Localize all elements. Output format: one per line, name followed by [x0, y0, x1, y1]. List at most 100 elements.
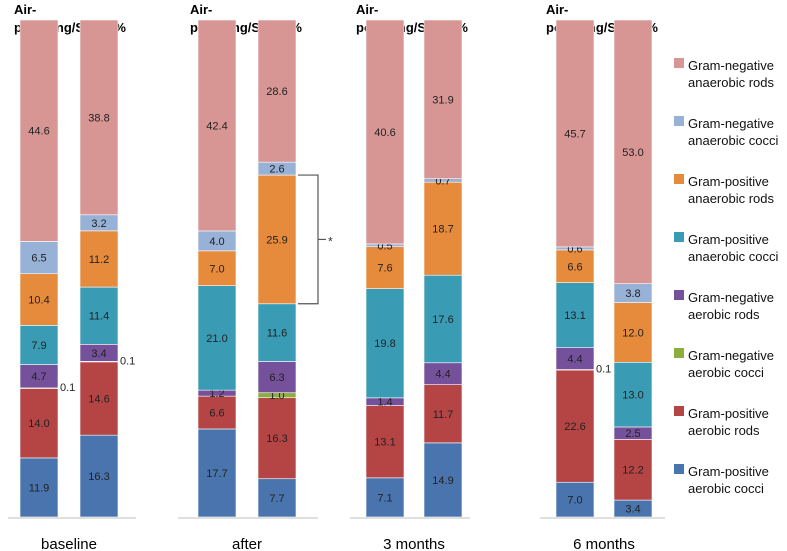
data-label: 28.6 [266, 86, 287, 98]
bar-segment-gram-positive-aerobic-rods [613, 439, 653, 501]
group-3-months: Air-polishing/Sonic %3 months7.113.11.41… [350, 2, 470, 551]
data-label: 6.3 [269, 372, 284, 384]
data-label: 18.7 [432, 224, 453, 236]
category-label: baseline [41, 536, 97, 551]
data-label: 0.1 [120, 355, 135, 367]
bar-segment-gram-positive-anaerobic-cocci [257, 303, 297, 362]
data-label: 44.6 [28, 126, 49, 138]
bar-segment-gram-negative-anaerobic-cocci [19, 241, 59, 275]
data-label: 0.1 [60, 382, 75, 394]
bar-segment-gram-positive-anaerobic-cocci [613, 361, 653, 428]
legend-label: Gram-negative anaerobic cocci [688, 116, 778, 148]
data-label: 17.6 [432, 314, 453, 326]
group-6-months: Air-polishing/Sonic %6 months7.022.60.14… [540, 2, 665, 551]
category-label: 3 months [383, 536, 445, 551]
legend-entry-gram-negative-anaerobic-rods: Gram-negative anaerobic rods [674, 58, 774, 90]
data-label: 21.0 [206, 333, 227, 345]
data-label: 45.7 [564, 128, 585, 140]
bar-segment-gram-positive-aerobic-cocci [19, 457, 59, 518]
legend-swatch [674, 464, 684, 474]
bar-segment-gram-positive-aerobic-rods [423, 384, 463, 444]
legend-swatch [674, 290, 684, 300]
data-label: 4.7 [31, 371, 46, 383]
legend-entry-gram-positive-anaerobic-cocci: Gram-positive anaerobic cocci [674, 232, 778, 264]
legend-label: Gram-positive aerobic rods [688, 406, 769, 438]
legend-entry-gram-negative-aerobic-cocci: Gram-negative aerobic cocci [674, 348, 774, 380]
legend-entry-gram-positive-anaerobic-rods: Gram-positive anaerobic rods [674, 174, 774, 206]
data-label: 0.1 [596, 364, 611, 376]
group-baseline: Air-polishing/Sonic %baseline11.914.00.1… [8, 2, 136, 551]
bar-air-polishing: 7.022.60.14.413.16.60.645.7 [555, 19, 611, 518]
bar-segment-gram-positive-aerobic-cocci [423, 442, 463, 518]
legend-label: Gram-positive anaerobic rods [688, 174, 774, 206]
data-label: 4.4 [567, 354, 582, 366]
data-label: 14.0 [28, 418, 49, 430]
data-label: 16.3 [266, 433, 287, 445]
bar-segment-gram-negative-anaerobic-rods [555, 19, 595, 248]
legend-entry-gram-negative-anaerobic-cocci: Gram-negative anaerobic cocci [674, 116, 778, 148]
significance-marker: * [328, 234, 333, 248]
bar-segment-gram-positive-aerobic-cocci [555, 481, 595, 518]
bar-air-polishing: 11.9 14.0 0.1 4.7 7.9 10.4 6.5 44.6 [19, 19, 75, 518]
data-label: 42.4 [206, 120, 227, 132]
legend-swatch [674, 232, 684, 242]
bar-segment-gram-positive-aerobic-cocci [197, 428, 237, 518]
data-label: 13.0 [622, 390, 643, 402]
bar-segment-gram-negative-anaerobic-rods [613, 19, 653, 284]
bar-air-polishing: 17.7 6.6 1.2 21.0 7.0 4.0 42.4 [197, 19, 237, 518]
group-after: Air-polishing/Sonic %after17.76.61.221.0… [178, 2, 318, 551]
data-label: 11.6 [267, 328, 288, 340]
bar-segment-gram-positive-anaerobic-rods [197, 250, 237, 286]
data-label: 3.4 [625, 504, 640, 516]
legend-label: Gram-negative aerobic rods [688, 290, 774, 322]
significance-bracket [298, 174, 319, 305]
legend-swatch [674, 348, 684, 358]
bar-segment-gram-negative-anaerobic-rods [257, 19, 297, 163]
bar-segment-gram-positive-anaerobic-cocci [365, 288, 405, 399]
data-label: 11.7 [433, 409, 454, 421]
data-label: 40.6 [374, 127, 395, 139]
data-label: 17.7 [206, 468, 227, 480]
data-label: 1.2 [209, 388, 224, 400]
bar-segment-gram-positive-anaerobic-rods [79, 230, 119, 288]
bar-segment-gram-positive-anaerobic-cocci [555, 282, 595, 348]
bar-segment-gram-positive-anaerobic-rods [555, 249, 595, 283]
bar-segment-gram-negative-aerobic-rods [257, 361, 297, 394]
bar-segment-gram-positive-aerobic-rods [79, 361, 119, 436]
bar-segment-gram-negative-anaerobic-rods [197, 19, 237, 232]
legend-entry-gram-negative-aerobic-rods: Gram-negative aerobic rods [674, 290, 774, 322]
legend-label: Gram-negative anaerobic rods [688, 58, 774, 90]
data-label: 7.6 [377, 263, 392, 275]
legend-swatch [674, 174, 684, 184]
data-label: 11.9 [29, 482, 50, 494]
bar-air-polishing: 7.113.11.419.87.60.540.6 [365, 19, 405, 518]
data-label: 7.7 [269, 493, 284, 505]
bar-segment-gram-negative-anaerobic-rods [19, 19, 59, 242]
legend-entry-gram-positive-aerobic-cocci: Gram-positive aerobic cocci [674, 464, 769, 496]
legend-entry-gram-positive-aerobic-rods: Gram-positive aerobic rods [674, 406, 769, 438]
data-label: 10.4 [28, 295, 49, 307]
data-label: 14.6 [88, 394, 109, 406]
category-label: after [232, 536, 262, 551]
data-label: 53.0 [622, 147, 643, 159]
legend-swatch [674, 406, 684, 416]
bar-segment-gram-positive-anaerobic-cocci [79, 286, 119, 345]
bar-segment-gram-positive-anaerobic-cocci [19, 325, 59, 365]
legend: Gram-negative anaerobic rods Gram-negative… [674, 58, 778, 496]
data-label: 19.8 [374, 338, 395, 350]
data-label: 3.2 [91, 218, 106, 230]
bar-segment-gram-positive-anaerobic-rods [613, 302, 653, 363]
data-label: 31.9 [432, 94, 453, 106]
data-label: 11.2 [89, 254, 110, 266]
data-label: 13.1 [564, 310, 585, 322]
data-label: 25.9 [266, 234, 287, 246]
data-label: 7.9 [31, 340, 46, 352]
data-label: 11.4 [89, 311, 110, 323]
data-label: 6.5 [31, 253, 46, 265]
bar-segment-gram-negative-anaerobic-rods [79, 19, 119, 216]
bar-segment-gram-positive-anaerobic-rods [423, 181, 463, 276]
legend-label: Gram-negative aerobic cocci [688, 348, 774, 380]
data-label: 12.2 [622, 465, 643, 477]
